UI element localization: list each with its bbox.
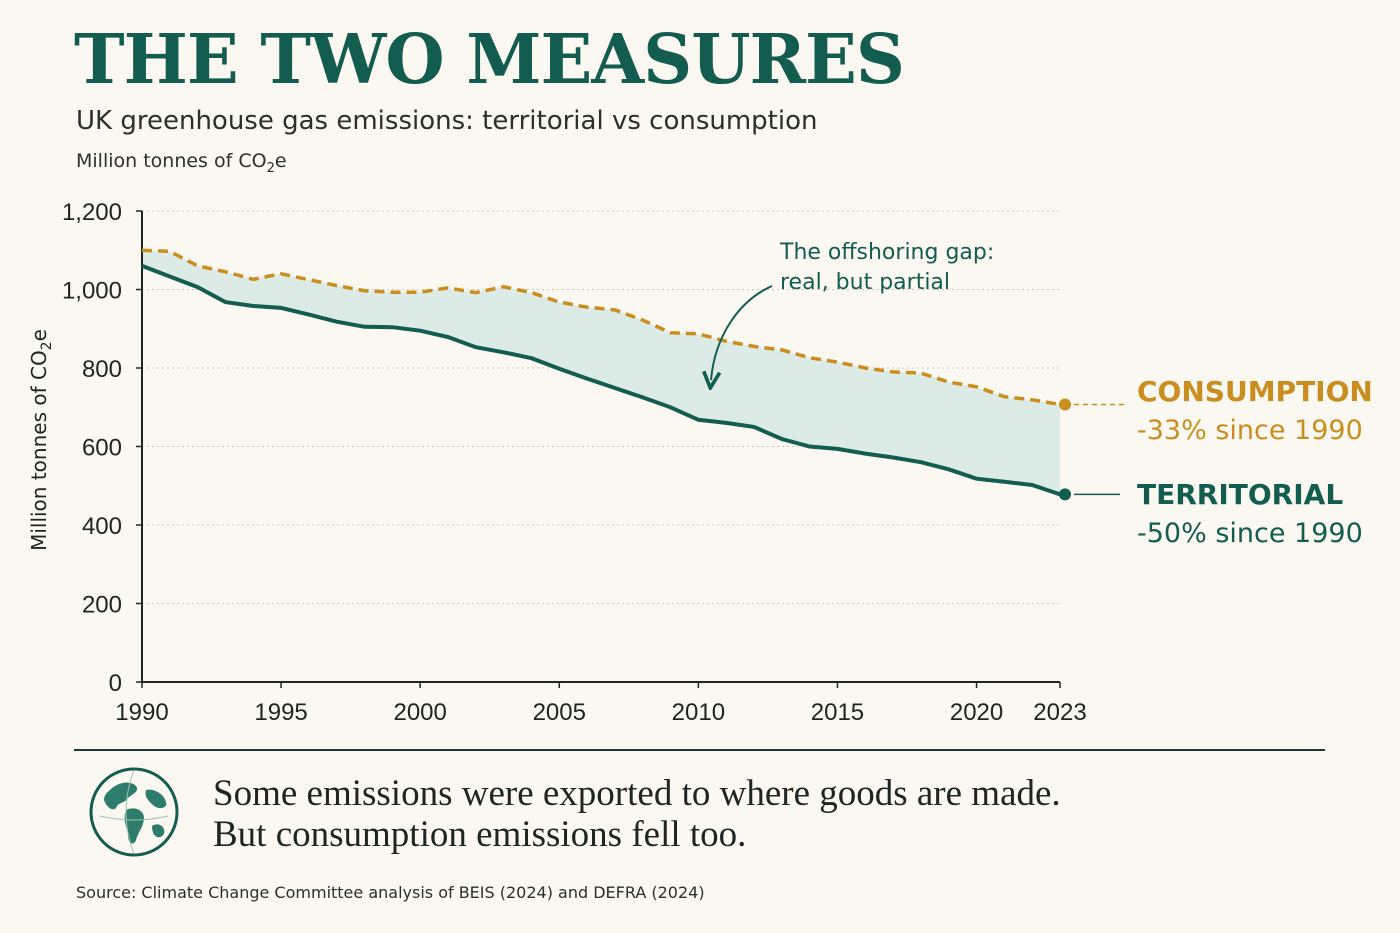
- x-tick-label-1995: 1995: [254, 699, 307, 726]
- y-tick-label-400: 400: [82, 513, 122, 540]
- consumption-series-line: [141, 248, 1061, 407]
- chart-subtitle: UK greenhouse gas emissions: territorial…: [76, 106, 818, 136]
- y-tick-label-1200: 1,200: [62, 199, 122, 226]
- y-tick-label-1000: 1,000: [62, 278, 122, 305]
- units-suffix: e: [274, 150, 287, 172]
- units-subscript: 2: [266, 160, 275, 176]
- consumption-end-point: [1059, 398, 1071, 411]
- y-axis-title-suffix: e: [27, 329, 51, 341]
- annotation-line-2: real, but partial: [780, 270, 950, 295]
- consumption-change-label: -33% since 1990: [1137, 415, 1363, 446]
- consumption-label: CONSUMPTION: [1137, 375, 1373, 408]
- annotation-line-1: The offshoring gap:: [779, 240, 994, 265]
- territorial-series-line: [141, 264, 1061, 497]
- y-axis-title-subscript: 2: [39, 341, 55, 350]
- territorial-label: TERRITORIAL: [1137, 478, 1343, 511]
- annotation-arrow: [711, 285, 773, 380]
- globe-icon: [89, 767, 179, 857]
- x-tick-label-2023: 2023: [1033, 699, 1086, 726]
- x-tick-label-2000: 2000: [393, 699, 446, 726]
- emissions-chart: 0 200 400 600 800 1,000 1,200 1990 1995 2000 2005 2…: [27, 199, 1373, 726]
- territorial-change-label: -50% since 1990: [1137, 518, 1363, 549]
- takeaway-line-1: Some emissions were exported to where go…: [213, 773, 1061, 814]
- y-tick-label-600: 600: [82, 435, 122, 462]
- marker-layer: [1059, 398, 1124, 501]
- y-tick-label-200: 200: [82, 592, 122, 619]
- offshoring-gap-area: [142, 250, 1060, 495]
- axis-layer: 0 200 400 600 800 1,000 1,200 1990 1995 2000 2005 2…: [62, 199, 1087, 726]
- footer-divider: [74, 749, 1325, 751]
- x-tick-label-1990: 1990: [115, 699, 168, 726]
- x-tick-label-2020: 2020: [950, 699, 1003, 726]
- y-axis-title: Million tonnes of CO2e: [27, 329, 55, 551]
- page-title: THE TWO MEASURES: [74, 20, 905, 100]
- takeaway-line-2: But consumption emissions fell too.: [213, 814, 747, 855]
- territorial-end-point: [1059, 488, 1071, 501]
- y-tick-label-0: 0: [109, 670, 122, 697]
- y-axis-title-prefix: Million tonnes of CO: [27, 350, 51, 551]
- x-tick-label-2015: 2015: [811, 699, 864, 726]
- takeaway-text: Some emissions were exported to where go…: [213, 773, 1061, 855]
- x-tick-label-2005: 2005: [533, 699, 586, 726]
- units-prefix: Million tonnes of CO: [76, 150, 267, 172]
- y-tick-label-800: 800: [82, 356, 122, 383]
- source-note: Source: Climate Change Committee analysi…: [76, 883, 705, 902]
- units-label: Million tonnes of CO2e: [76, 150, 287, 176]
- x-tick-label-2010: 2010: [672, 699, 725, 726]
